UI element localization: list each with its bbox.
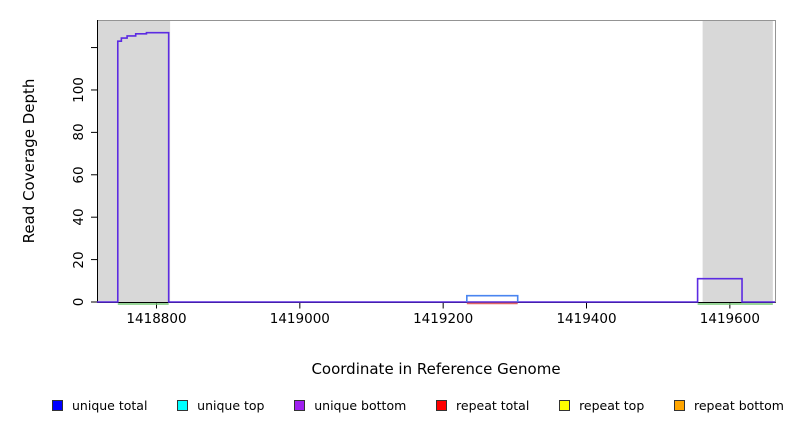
legend-label: unique total bbox=[72, 398, 148, 413]
x-tick-label-4: 1419600 bbox=[699, 311, 760, 327]
x-axis-title: Coordinate in Reference Genome bbox=[311, 360, 561, 378]
legend-item-repeat-total: repeat total bbox=[436, 398, 529, 413]
legend-swatch-icon bbox=[559, 400, 571, 411]
x-tick-label-2: 1419200 bbox=[413, 311, 474, 327]
x-tick-label-0: 1418800 bbox=[126, 311, 187, 327]
legend-label: unique top bbox=[197, 398, 265, 413]
legend-swatch-icon bbox=[436, 400, 448, 411]
legend-label: repeat bottom bbox=[694, 398, 784, 413]
y-tick-label-3: 60 bbox=[71, 166, 87, 184]
y-tick-label-4: 80 bbox=[71, 123, 87, 141]
legend-swatch-icon bbox=[674, 400, 685, 411]
legend-item-repeat-bottom: repeat bottom bbox=[674, 398, 784, 413]
legend-item-unique-total: unique total bbox=[52, 398, 147, 413]
y-tick-label-2: 40 bbox=[71, 208, 87, 226]
shaded-region-1 bbox=[702, 21, 773, 302]
plot-box bbox=[97, 20, 776, 303]
y-tick-label-0: 0 bbox=[71, 297, 87, 307]
series-unique-total-coverage-bump bbox=[466, 294, 519, 302]
legend-item-repeat-top: repeat top bbox=[559, 398, 644, 413]
y-tick-label-5: 100 bbox=[71, 77, 87, 103]
legend-label: repeat total bbox=[456, 398, 530, 413]
series-unique-bottom-coverage bbox=[97, 31, 775, 303]
legend: unique total unique top unique bottom repea… bbox=[52, 398, 784, 413]
x-tick-label-3: 1419400 bbox=[556, 311, 617, 327]
shaded-region-0 bbox=[97, 21, 171, 302]
x-tick-label-1: 1419000 bbox=[269, 311, 330, 327]
legend-swatch-icon bbox=[294, 400, 306, 411]
legend-label: repeat top bbox=[579, 398, 645, 413]
legend-label: unique bottom bbox=[314, 398, 407, 413]
legend-swatch-icon bbox=[177, 400, 189, 411]
y-axis-title: Read Coverage Depth bbox=[20, 78, 38, 244]
legend-item-unique-top: unique top bbox=[177, 398, 264, 413]
y-tick-label-1: 20 bbox=[71, 251, 87, 269]
plot-area bbox=[91, 20, 776, 309]
legend-item-unique-bottom: unique bottom bbox=[294, 398, 406, 413]
legend-swatch-icon bbox=[52, 400, 63, 411]
